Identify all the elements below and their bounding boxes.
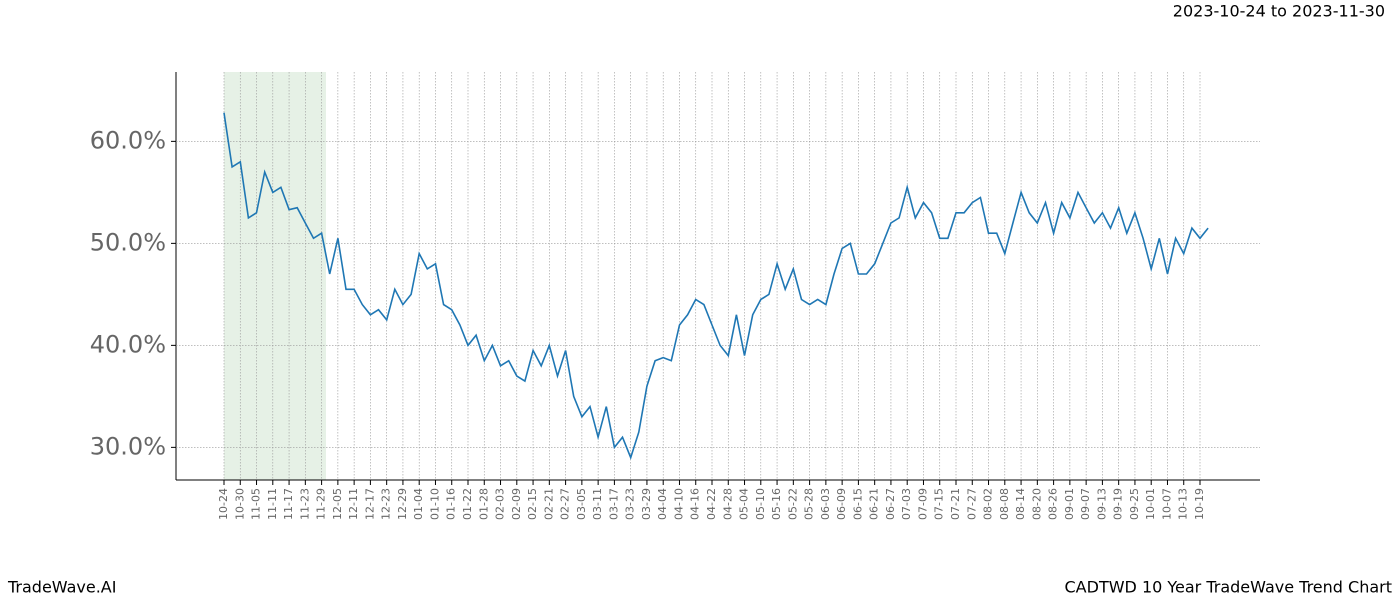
data-line [223,112,1209,460]
x-tick-label: 03-17 [607,488,620,520]
x-tick-label: 04-16 [689,488,702,520]
brand: TradeWave.AI [7,578,116,597]
x-tick-label: 10-19 [1193,488,1206,520]
x-tick-label: 01-28 [477,488,490,520]
x-tick-label: 11-11 [266,488,279,520]
chart-title: 2023-10-24 to 2023-11-30 [1173,2,1385,21]
x-tick-label: 05-16 [770,488,783,520]
x-tick-label: 10-24 [217,488,230,520]
x-tick-label: 12-05 [331,488,344,520]
x-tick-label: 01-16 [445,488,458,520]
x-tick-label: 07-21 [949,488,962,520]
x-tick-label: 12-11 [347,488,360,520]
x-tick-label: 03-23 [624,488,637,520]
x-tick-label: 02-03 [494,488,507,520]
y-tick-label: 30.0% [90,432,166,460]
x-tick-label: 06-09 [835,488,848,520]
x-tick-label: 10-07 [1160,488,1173,520]
x-tick-label: 09-13 [1095,488,1108,520]
x-tick-label: 04-22 [705,488,718,520]
x-tick-label: 05-04 [738,488,751,520]
x-tick-label: 02-27 [559,488,572,520]
highlight-region [224,72,326,480]
x-tick-label: 01-22 [461,488,474,520]
x-tick-label: 06-15 [851,488,864,520]
x-tick-label: 08-20 [1030,488,1043,520]
y-tick-label: 50.0% [90,228,166,256]
x-tick-label: 05-10 [754,488,767,520]
x-tick-label: 08-02 [982,488,995,520]
x-tick-label: 07-09 [916,488,929,520]
y-tick-label: 60.0% [90,126,166,154]
x-tick-label: 07-27 [965,488,978,520]
x-tick-label: 04-28 [721,488,734,520]
y-tick-label: 40.0% [90,330,166,358]
x-tick-label: 09-19 [1112,488,1125,520]
x-tick-label: 02-15 [526,488,539,520]
x-tick-label: 09-07 [1079,488,1092,520]
x-tick-label: 08-26 [1047,488,1060,520]
x-tick-label: 12-17 [363,488,376,520]
x-tick-label: 09-01 [1063,488,1076,520]
x-tick-label: 04-10 [672,488,685,520]
x-tick-label: 10-13 [1177,488,1190,520]
x-tick-label: 01-10 [428,488,441,520]
x-tick-label: 08-14 [1014,488,1027,520]
x-tick-label: 04-04 [656,488,669,520]
x-tick-label: 11-05 [250,488,263,520]
x-tick-label: 06-21 [868,488,881,520]
x-tick-label: 03-05 [575,488,588,520]
x-tick-label: 09-25 [1128,488,1141,520]
x-tick-label: 02-21 [542,488,555,520]
x-tick-label: 02-09 [510,488,523,520]
chart-caption: CADTWD 10 Year TradeWave Trend Chart [1065,578,1393,597]
x-tick-label: 06-27 [884,488,897,520]
x-tick-label: 01-04 [412,488,425,520]
x-tick-label: 07-03 [900,488,913,520]
x-tick-label: 06-03 [819,488,832,520]
x-tick-label: 10-01 [1144,488,1157,520]
x-tick-label: 10-30 [233,488,246,520]
x-tick-label: 05-22 [786,488,799,520]
x-tick-label: 11-23 [298,488,311,520]
x-tick-label: 03-11 [591,488,604,520]
x-tick-label: 12-29 [396,488,409,520]
x-tick-label: 08-08 [998,488,1011,520]
x-tick-label: 05-28 [803,488,816,520]
x-tick-label: 11-17 [282,488,295,520]
x-tick-label: 12-23 [380,488,393,520]
x-tick-label: 11-29 [315,488,328,520]
x-tick-label: 03-29 [640,488,653,520]
x-tick-label: 07-15 [933,488,946,520]
